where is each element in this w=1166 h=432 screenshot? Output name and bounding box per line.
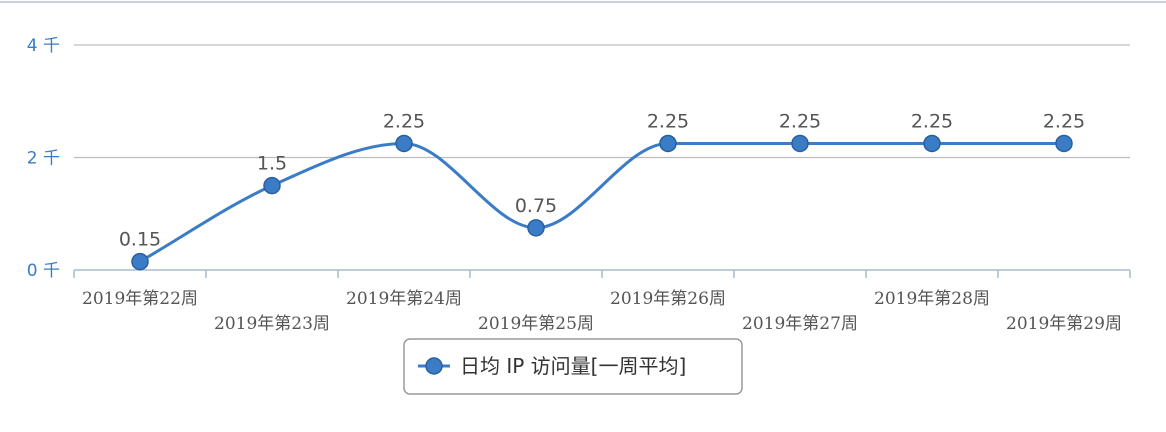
data-point[interactable] [659,134,677,153]
data-labels: 0.15 1.5 2.25 0.75 2.25 2.25 2.25 2.25 [119,110,1085,250]
y-axis: 0 千 2 千 4 千 [27,36,60,281]
data-point[interactable] [263,176,281,195]
y-tick-label: 4 千 [27,36,60,56]
data-label: 2.25 [1043,110,1085,132]
x-axis: 2019年第22周 2019年第23周 2019年第24周 2019年第25周 2019… [73,269,1131,334]
series-line-path [139,141,1064,263]
data-point[interactable] [1055,134,1073,153]
gridlines [74,44,1130,159]
x-tick-label: 2019年第28周 [874,289,990,309]
y-tick-label: 0 千 [27,261,60,281]
data-label: 0.15 [119,229,161,251]
data-point[interactable] [923,134,941,153]
data-label: 0.75 [515,195,557,217]
data-label: 1.5 [257,153,287,175]
legend-marker-symbol [425,357,443,375]
data-point[interactable] [527,219,545,237]
x-tick-label: 2019年第27周 [742,314,858,334]
data-point[interactable] [791,134,809,153]
data-label: 2.25 [911,110,953,132]
x-tick-label: 2019年第22周 [82,289,198,309]
data-label: 2.25 [383,110,425,132]
x-tick-label: 2019年第25周 [478,314,594,334]
x-tick-label: 2019年第23周 [214,314,330,334]
x-tick-label: 2019年第24周 [346,289,462,309]
legend-label: 日均 IP 访问量[一周平均] [460,354,686,378]
legend[interactable]: 日均 IP 访问量[一周平均] [403,338,743,395]
series-points [131,134,1073,271]
data-label: 2.25 [779,110,821,132]
legend-box [403,338,743,395]
y-tick-label: 2 千 [27,149,60,169]
data-point[interactable] [131,252,149,271]
x-tick-label: 2019年第26周 [610,289,726,309]
data-point[interactable] [395,134,413,153]
x-tick-label: 2019年第29周 [1006,314,1122,334]
series-line [139,141,1064,263]
data-label: 2.25 [647,110,689,132]
